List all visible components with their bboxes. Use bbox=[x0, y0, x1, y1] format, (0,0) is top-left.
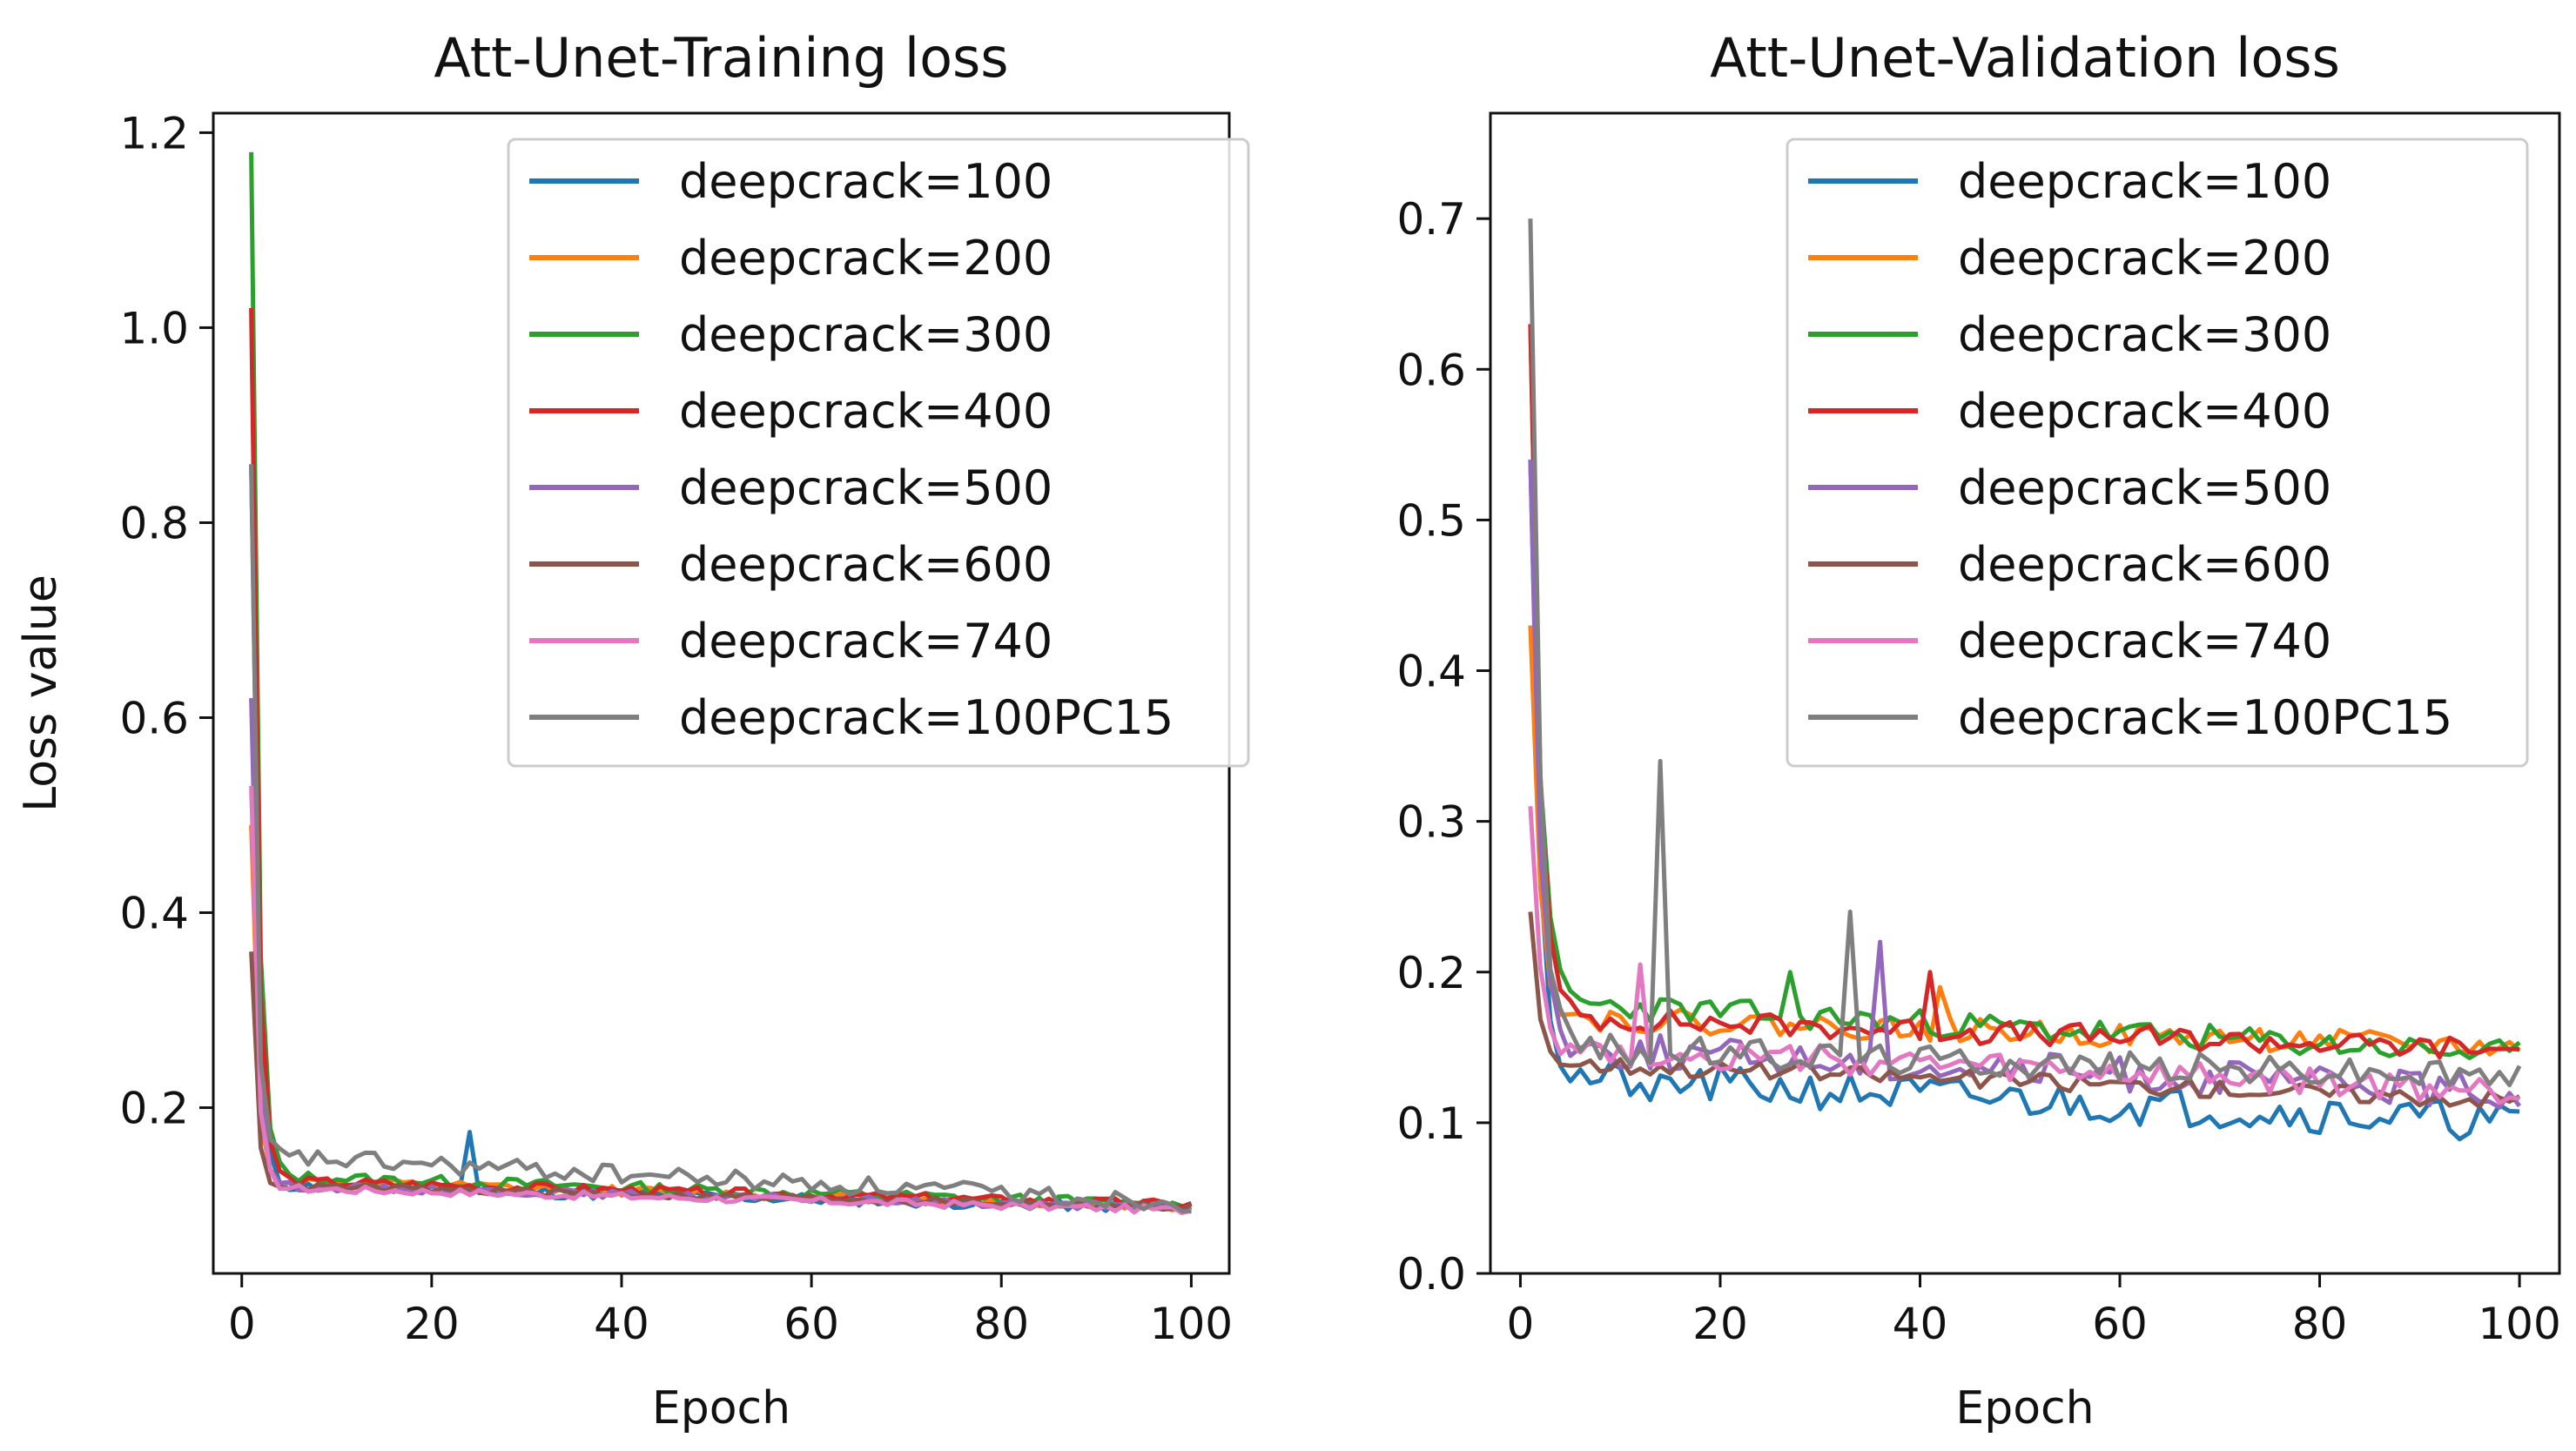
chart1-legend-box bbox=[507, 138, 1250, 768]
chart2-y-tick-label: 0.5 bbox=[1396, 495, 1466, 546]
chart2-y-tick-label: 0.3 bbox=[1396, 797, 1466, 848]
chart1-x-tick-label: 100 bbox=[1150, 1299, 1233, 1349]
chart1-y-tick-label: 0.6 bbox=[119, 694, 189, 744]
chart2-y-tick-label: 0.4 bbox=[1396, 647, 1466, 697]
chart1-y-tick-label: 1.0 bbox=[119, 303, 189, 353]
chart2-legend-label-2: deepcrack=200 bbox=[1958, 231, 2331, 285]
chart2-plot-frame bbox=[1489, 111, 2561, 1275]
chart1-y-axis-label: Loss value bbox=[15, 574, 67, 812]
chart2-series-line-4 bbox=[1528, 324, 2520, 1060]
chart2-series-line-3 bbox=[1528, 324, 2521, 1060]
chart1-legend-label-2: deepcrack=200 bbox=[679, 231, 1053, 285]
chart2-y-tick-label: 0.7 bbox=[1396, 194, 1466, 245]
chart2-series-line-8 bbox=[1528, 218, 2522, 1088]
chart2-x-tick-label: 80 bbox=[2292, 1299, 2348, 1349]
chart1-x-tick-label: 60 bbox=[784, 1299, 839, 1349]
chart2-x-axis-label: Epoch bbox=[1955, 1382, 2094, 1434]
chart1-y-tick-label: 0.4 bbox=[119, 889, 189, 939]
chart2-legend-label-7: deepcrack=740 bbox=[1958, 614, 2331, 668]
chart1-title: Att-Unet-Training loss bbox=[434, 26, 1008, 90]
chart1-y-tick-label: 0.8 bbox=[119, 498, 189, 548]
chart2-x-tick-label: 20 bbox=[1692, 1299, 1748, 1349]
chart1-legend-label-1: deepcrack=100 bbox=[679, 154, 1053, 209]
chart1-legend-label-7: deepcrack=740 bbox=[679, 614, 1053, 668]
chart1-legend-label-5: deepcrack=500 bbox=[679, 460, 1053, 515]
chart2-legend-label-1: deepcrack=100 bbox=[1958, 154, 2331, 209]
chart1-legend-label-6: deepcrack=600 bbox=[679, 537, 1053, 592]
chart1-series-line-7 bbox=[249, 785, 1193, 1216]
chart2-x-tick-label: 100 bbox=[2478, 1299, 2560, 1349]
chart2-x-tick-label: 60 bbox=[2092, 1299, 2148, 1349]
chart2-legend-label-6: deepcrack=600 bbox=[1958, 537, 2331, 592]
chart2-y-tick-label: 0.6 bbox=[1396, 345, 1466, 395]
chart1-x-tick-label: 80 bbox=[973, 1299, 1029, 1349]
chart2-y-tick-label: 0.2 bbox=[1396, 948, 1466, 998]
chart2-series-line-6 bbox=[1528, 911, 2521, 1110]
chart1-series-line-2 bbox=[249, 824, 1192, 1213]
chart2-y-tick-label: 0.1 bbox=[1396, 1098, 1466, 1149]
chart1-legend-label-8: deepcrack=100PC15 bbox=[679, 690, 1174, 745]
chart1-legend-label-3: deepcrack=300 bbox=[679, 307, 1053, 362]
chart2-series-line-7 bbox=[1528, 806, 2520, 1105]
chart1-y-tick-label: 0.2 bbox=[119, 1084, 189, 1134]
chart2-title: Att-Unet-Validation loss bbox=[1710, 26, 2340, 90]
chart2-x-tick-label: 0 bbox=[1507, 1299, 1535, 1349]
chart1-series-line-5 bbox=[249, 698, 1192, 1213]
chart2-legend-label-8: deepcrack=100PC15 bbox=[1958, 690, 2452, 745]
chart1-x-tick-label: 0 bbox=[228, 1299, 256, 1349]
chart1-y-tick-label: 1.2 bbox=[119, 108, 189, 158]
chart2-x-tick-label: 40 bbox=[1893, 1299, 1948, 1349]
chart1-series-line-8 bbox=[249, 464, 1192, 1214]
chart1-x-tick-label: 20 bbox=[404, 1299, 460, 1349]
chart2-legend-label-3: deepcrack=300 bbox=[1958, 307, 2331, 362]
chart2-legend-label-5: deepcrack=500 bbox=[1958, 460, 2331, 515]
chart1-x-tick-label: 40 bbox=[594, 1299, 649, 1349]
chart1-series-line-6 bbox=[249, 951, 1193, 1213]
chart1-x-axis-label: Epoch bbox=[652, 1382, 790, 1434]
chart2-legend-box bbox=[1786, 138, 2529, 768]
chart1-legend-label-4: deepcrack=400 bbox=[679, 384, 1053, 439]
chart2-y-tick-label: 0.0 bbox=[1396, 1249, 1466, 1300]
chart2-legend-label-4: deepcrack=400 bbox=[1958, 384, 2331, 439]
